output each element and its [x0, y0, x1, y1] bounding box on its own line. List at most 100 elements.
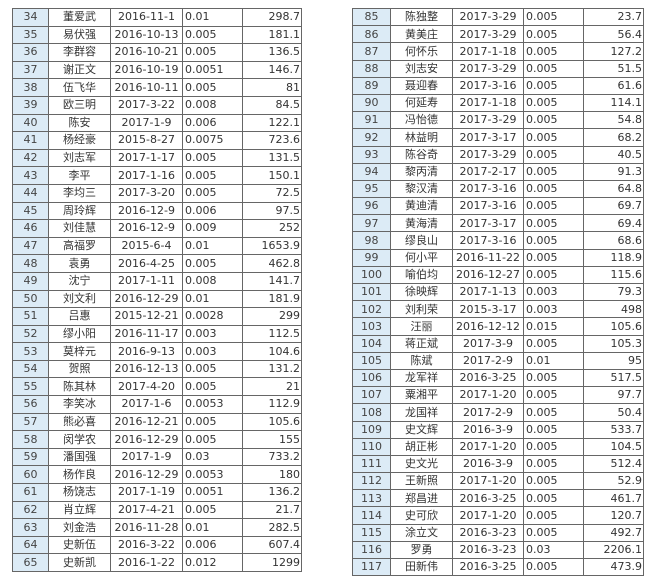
rate-cell: 0.005: [523, 506, 584, 525]
name-cell: 史文光: [390, 454, 453, 474]
rate-cell: 0.005: [182, 183, 243, 203]
row-number-cell: 65: [12, 553, 49, 572]
rate-cell: 0.005: [523, 386, 584, 405]
name-cell: 刘志安: [390, 59, 453, 78]
amount-cell: 105.6: [583, 317, 644, 336]
rate-cell: 0.01: [182, 236, 243, 256]
amount-cell: 512.4: [583, 454, 644, 474]
amount-cell: 299: [242, 307, 302, 326]
name-cell: 熊必喜: [48, 412, 111, 432]
rate-cell: 0.005: [523, 93, 584, 113]
row-number-cell: 93: [352, 145, 391, 164]
table-row: 45 周玲辉 2016-12-9 0.006 97.5: [12, 201, 302, 221]
table-row: 53 莫梓元 2016-9-13 0.003 104.6: [12, 342, 302, 361]
table-row: 51 吕惠 2015-12-21 0.0028 299: [12, 307, 302, 326]
rate-cell: 0.005: [523, 231, 584, 250]
table-row: 38 伍飞华 2016-10-11 0.005 81: [12, 78, 302, 97]
date-cell: 2017-2-9: [452, 403, 524, 422]
rate-cell: 0.005: [182, 500, 243, 520]
rate-cell: 0.005: [182, 359, 243, 379]
table-row: 112 王新照 2017-1-20 0.005 52.9: [352, 472, 644, 491]
name-cell: 缪良山: [390, 231, 453, 250]
name-cell: 聂迎春: [390, 76, 453, 95]
amount-cell: 733.2: [242, 447, 302, 467]
row-number-cell: 105: [352, 351, 391, 370]
date-cell: 2017-1-20: [452, 506, 524, 525]
name-cell: 缪小阳: [48, 324, 111, 344]
rate-cell: 0.005: [523, 145, 584, 164]
amount-cell: 23.7: [583, 7, 644, 27]
amount-cell: 97.7: [583, 386, 644, 405]
amount-cell: 498: [583, 300, 644, 319]
rate-cell: 0.005: [182, 148, 243, 168]
table-row: 92 林益明 2017-3-17 0.005 68.2: [352, 128, 644, 147]
row-number-cell: 100: [352, 265, 391, 285]
rate-cell: 0.005: [182, 43, 243, 62]
amount-cell: 95: [583, 351, 644, 370]
date-cell: 2016-12-9: [110, 201, 183, 221]
rate-cell: 0.0075: [182, 131, 243, 150]
amount-cell: 112.5: [242, 324, 302, 344]
rate-cell: 0.03: [523, 540, 584, 560]
rate-cell: 0.005: [523, 437, 584, 456]
name-cell: 龙国祥: [390, 403, 453, 422]
table-row: 86 黄美庄 2017-3-29 0.005 56.4: [352, 25, 644, 44]
name-cell: 李笑冰: [48, 395, 111, 414]
amount-cell: 282.5: [242, 518, 302, 537]
row-number-cell: 55: [12, 377, 49, 397]
amount-cell: 104.6: [242, 342, 302, 361]
row-number-cell: 45: [12, 201, 49, 221]
amount-cell: 61.6: [583, 76, 644, 95]
amount-cell: 146.7: [242, 60, 302, 80]
date-cell: 2016-12-29: [110, 430, 183, 449]
date-cell: 2015-6-4: [110, 236, 183, 256]
rate-cell: 0.005: [523, 368, 584, 388]
date-cell: 2015-8-27: [110, 131, 183, 150]
row-number-cell: 116: [352, 540, 391, 560]
name-cell: 袁勇: [48, 254, 111, 273]
row-number-cell: 112: [352, 472, 391, 491]
rate-cell: 0.005: [523, 197, 584, 216]
name-cell: 杨作良: [48, 465, 111, 485]
amount-cell: 131.2: [242, 359, 302, 379]
row-number-cell: 61: [12, 483, 49, 502]
row-number-cell: 59: [12, 447, 49, 467]
row-number-cell: 96: [352, 197, 391, 216]
date-cell: 2017-3-29: [452, 59, 524, 78]
row-number-cell: 54: [12, 359, 49, 379]
rate-cell: 0.005: [523, 420, 584, 439]
amount-cell: 79.3: [583, 282, 644, 302]
amount-cell: 131.5: [242, 148, 302, 168]
date-cell: 2016-3-23: [452, 540, 524, 560]
row-number-cell: 86: [352, 25, 391, 44]
amount-cell: 607.4: [242, 535, 302, 555]
name-cell: 陈其林: [48, 377, 111, 397]
date-cell: 2016-3-23: [452, 523, 524, 542]
row-number-cell: 92: [352, 128, 391, 147]
rate-cell: 0.005: [523, 265, 584, 285]
row-number-cell: 60: [12, 465, 49, 485]
name-cell: 刘佳慧: [48, 219, 111, 238]
name-cell: 冯怡德: [390, 111, 453, 130]
row-number-cell: 90: [352, 93, 391, 113]
date-cell: 2016-10-19: [110, 60, 183, 80]
date-cell: 2017-3-16: [452, 179, 524, 199]
date-cell: 2017-1-18: [452, 93, 524, 113]
rate-cell: 0.005: [523, 214, 584, 233]
row-number-cell: 41: [12, 131, 49, 150]
amount-cell: 91.3: [583, 162, 644, 181]
date-cell: 2016-12-12: [452, 317, 524, 336]
date-cell: 2017-3-29: [452, 7, 524, 27]
rate-cell: 0.0053: [182, 395, 243, 414]
rate-cell: 0.01: [182, 8, 243, 27]
amount-cell: 492.7: [583, 523, 644, 542]
row-number-cell: 42: [12, 148, 49, 168]
rate-cell: 0.006: [182, 113, 243, 133]
name-cell: 陈独整: [390, 7, 453, 27]
row-number-cell: 36: [12, 43, 49, 62]
amount-cell: 517.5: [583, 368, 644, 388]
table-row: 89 聂迎春 2017-3-16 0.005 61.6: [352, 76, 644, 95]
table-row: 97 黄海清 2017-3-17 0.005 69.4: [352, 214, 644, 233]
table-row: 54 贺照 2016-12-13 0.005 131.2: [12, 359, 302, 379]
rate-cell: 0.005: [523, 162, 584, 181]
